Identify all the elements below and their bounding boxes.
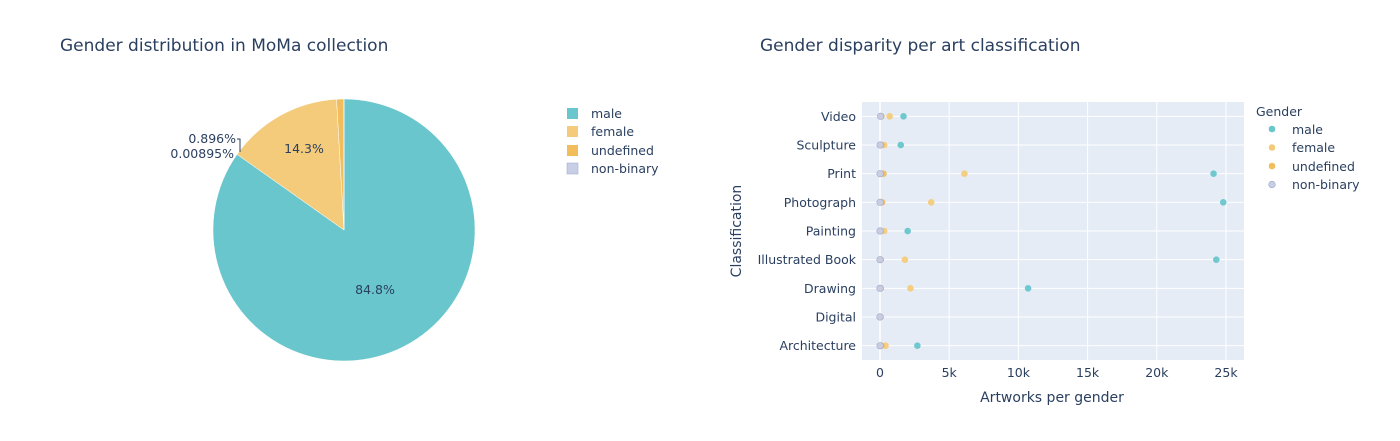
scatter-point-non-binary[interactable] [876,198,884,206]
scatter-point-male[interactable] [1219,199,1227,206]
scatter-point-male[interactable] [900,113,907,120]
scatter-points [876,112,1227,350]
y-tick-label: Video [821,109,856,124]
scatter-legend-label-female: female [1292,140,1335,155]
y-tick-label: Illustrated Book [758,252,857,267]
scatter-point-female[interactable] [886,113,893,120]
x-tick-label: 0 [876,365,884,380]
scatter-point-non-binary[interactable] [876,227,884,235]
scatter-point-male[interactable] [914,342,921,349]
pie-legend-label-male: male [591,106,622,121]
scatter-legend-item-male[interactable]: male [1268,122,1324,137]
pie-legend-item-undefined[interactable]: undefined [567,143,654,158]
scatter-point-non-binary[interactable] [876,342,884,350]
scatter-point-female[interactable] [927,199,935,206]
scatter-point-non-binary[interactable] [876,284,884,292]
scatter-legend-marker-male [1268,125,1276,133]
scatter-legend-item-female[interactable]: female [1268,140,1336,155]
pie-legend-swatch-undefined [567,145,578,156]
pie-legend-swatch-male [567,108,578,119]
pie-legend: male female undefined non-binary [566,106,659,176]
y-tick-label: Drawing [804,281,856,296]
scatter-legend-title: Gender [1256,104,1303,119]
y-tick-label: Sculpture [796,138,856,153]
scatter-point-male[interactable] [1210,170,1217,177]
pie-label-non-binary: 0.00895% [170,146,234,161]
x-tick-label: 15k [1076,365,1100,380]
pie-legend-swatch-female [567,126,578,137]
pie-legend-item-male[interactable]: male [567,106,622,121]
scatter-point-female[interactable] [907,285,914,292]
pie-label-undefined: 0.896% [188,131,236,146]
pie-legend-label-female: female [591,124,634,139]
x-tick-label: 25k [1214,365,1238,380]
scatter-legend: Gender male female undefined non-binary [1256,104,1360,192]
scatter-legend-label-undefined: undefined [1292,159,1355,174]
pie-title: Gender distribution in MoMa collection [60,36,388,56]
x-tick-label: 5k [942,365,958,380]
pie-label-female: 14.3% [284,141,324,156]
y-tick-label: Photograph [784,195,856,210]
scatter-point-non-binary[interactable] [877,112,885,120]
scatter-point-male[interactable] [1213,256,1220,263]
scatter-legend-marker-undefined [1268,162,1276,170]
y-axis-title: Classification [729,185,745,278]
y-tick-label: Architecture [779,338,856,353]
pie-legend-swatch-non-binary [566,162,579,175]
y-tick-label: Digital [815,310,856,325]
scatter-x-ticks: 0 5k 10k 15k 20k 25k [876,365,1238,380]
scatter-point-male[interactable] [1024,285,1032,292]
scatter-point-non-binary[interactable] [876,170,884,178]
scatter-legend-item-undefined[interactable]: undefined [1268,159,1355,174]
x-axis-title: Artworks per gender [980,390,1124,406]
x-tick-label: 20k [1145,365,1169,380]
scatter-legend-label-male: male [1292,122,1323,137]
scatter-title: Gender disparity per art classification [760,36,1081,56]
scatter-point-male[interactable] [904,227,911,235]
pie-slice-female[interactable] [236,98,345,231]
pie-legend-item-female[interactable]: female [567,124,634,139]
scatter-legend-marker-non-binary [1268,180,1276,189]
scatter-point-non-binary[interactable] [876,313,884,321]
pie-chart [212,98,476,362]
scatter-point-female[interactable] [961,170,968,177]
pie-label-male: 84.8% [355,282,395,297]
pie-legend-item-non-binary[interactable]: non-binary [566,161,659,176]
pie-legend-label-undefined: undefined [591,143,654,158]
scatter-legend-item-non-binary[interactable]: non-binary [1268,177,1360,192]
scatter-point-non-binary[interactable] [876,256,884,264]
scatter-point-male[interactable] [897,141,905,149]
x-tick-label: 10k [1007,365,1031,380]
pie-label-leader-line [237,138,241,152]
pie-legend-label-non-binary: non-binary [591,161,659,176]
scatter-point-non-binary[interactable] [876,141,884,149]
scatter-legend-label-non-binary: non-binary [1292,177,1360,192]
y-tick-label: Painting [806,224,856,239]
scatter-y-ticks: Architecture Digital Drawing Illustrated… [758,109,857,353]
scatter-point-female[interactable] [901,256,909,263]
scatter-legend-marker-female [1268,144,1276,151]
y-tick-label: Print [827,166,856,181]
